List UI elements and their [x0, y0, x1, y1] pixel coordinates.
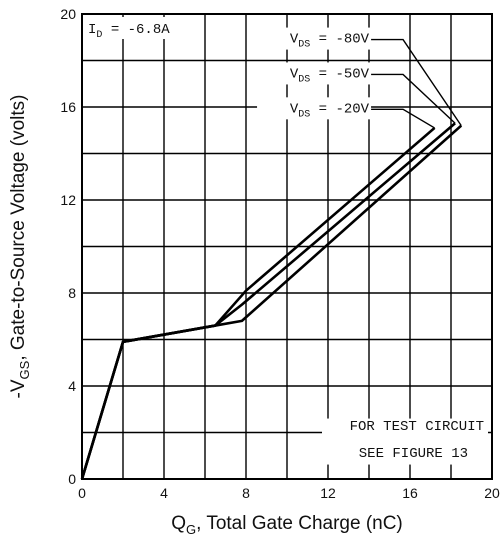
series-label-box-3 — [257, 97, 372, 120]
x-tick-label: 12 — [320, 485, 336, 501]
leader-line-2 — [371, 73, 456, 124]
series-label-1: VDS = -80V — [290, 32, 370, 51]
y-tick-label: 0 — [68, 471, 76, 487]
tick-labels: 0 4 8 12 16 20 0 4 8 12 16 20 — [60, 6, 500, 501]
y-tick-label: 4 — [68, 378, 76, 394]
test-note-line-1: FOR TEST CIRCUIT — [350, 419, 484, 435]
leader-line-1 — [371, 38, 462, 126]
series-label-2: VDS = -50V — [290, 66, 370, 85]
series-label-box-1 — [257, 27, 372, 50]
y-tick-label: 16 — [60, 99, 76, 115]
x-axis-title: QG, Total Gate Charge (nC) — [171, 513, 403, 537]
y-tick-label: 12 — [60, 192, 76, 208]
series-line-3 — [80, 126, 436, 480]
leader-line-3 — [371, 108, 435, 129]
x-tick-label: 0 — [78, 485, 86, 501]
y-tick-label: 20 — [60, 6, 76, 22]
x-tick-label: 16 — [402, 485, 418, 501]
drain-current-label-box — [84, 17, 188, 39]
x-tick-label: 4 — [160, 485, 168, 501]
x-tick-label: 8 — [242, 485, 250, 501]
series-label-3: VDS = -20V — [290, 101, 370, 120]
series-label-box-2 — [257, 62, 372, 85]
series-layer — [80, 122, 463, 480]
plot-frame — [81, 13, 493, 480]
y-axis-title: -VGS, Gate-to-Source Voltage (volts) — [8, 95, 32, 399]
x-tick-label: 20 — [484, 485, 500, 501]
test-note-line-2: SEE FIGURE 13 — [359, 446, 468, 462]
test-note-box — [322, 418, 488, 465]
drain-current-label: ID = -6.8A — [88, 22, 170, 41]
series-labels: VDS = -80V VDS = -50V VDS = -20V — [257, 27, 462, 129]
y-tick-label: 8 — [68, 285, 76, 301]
